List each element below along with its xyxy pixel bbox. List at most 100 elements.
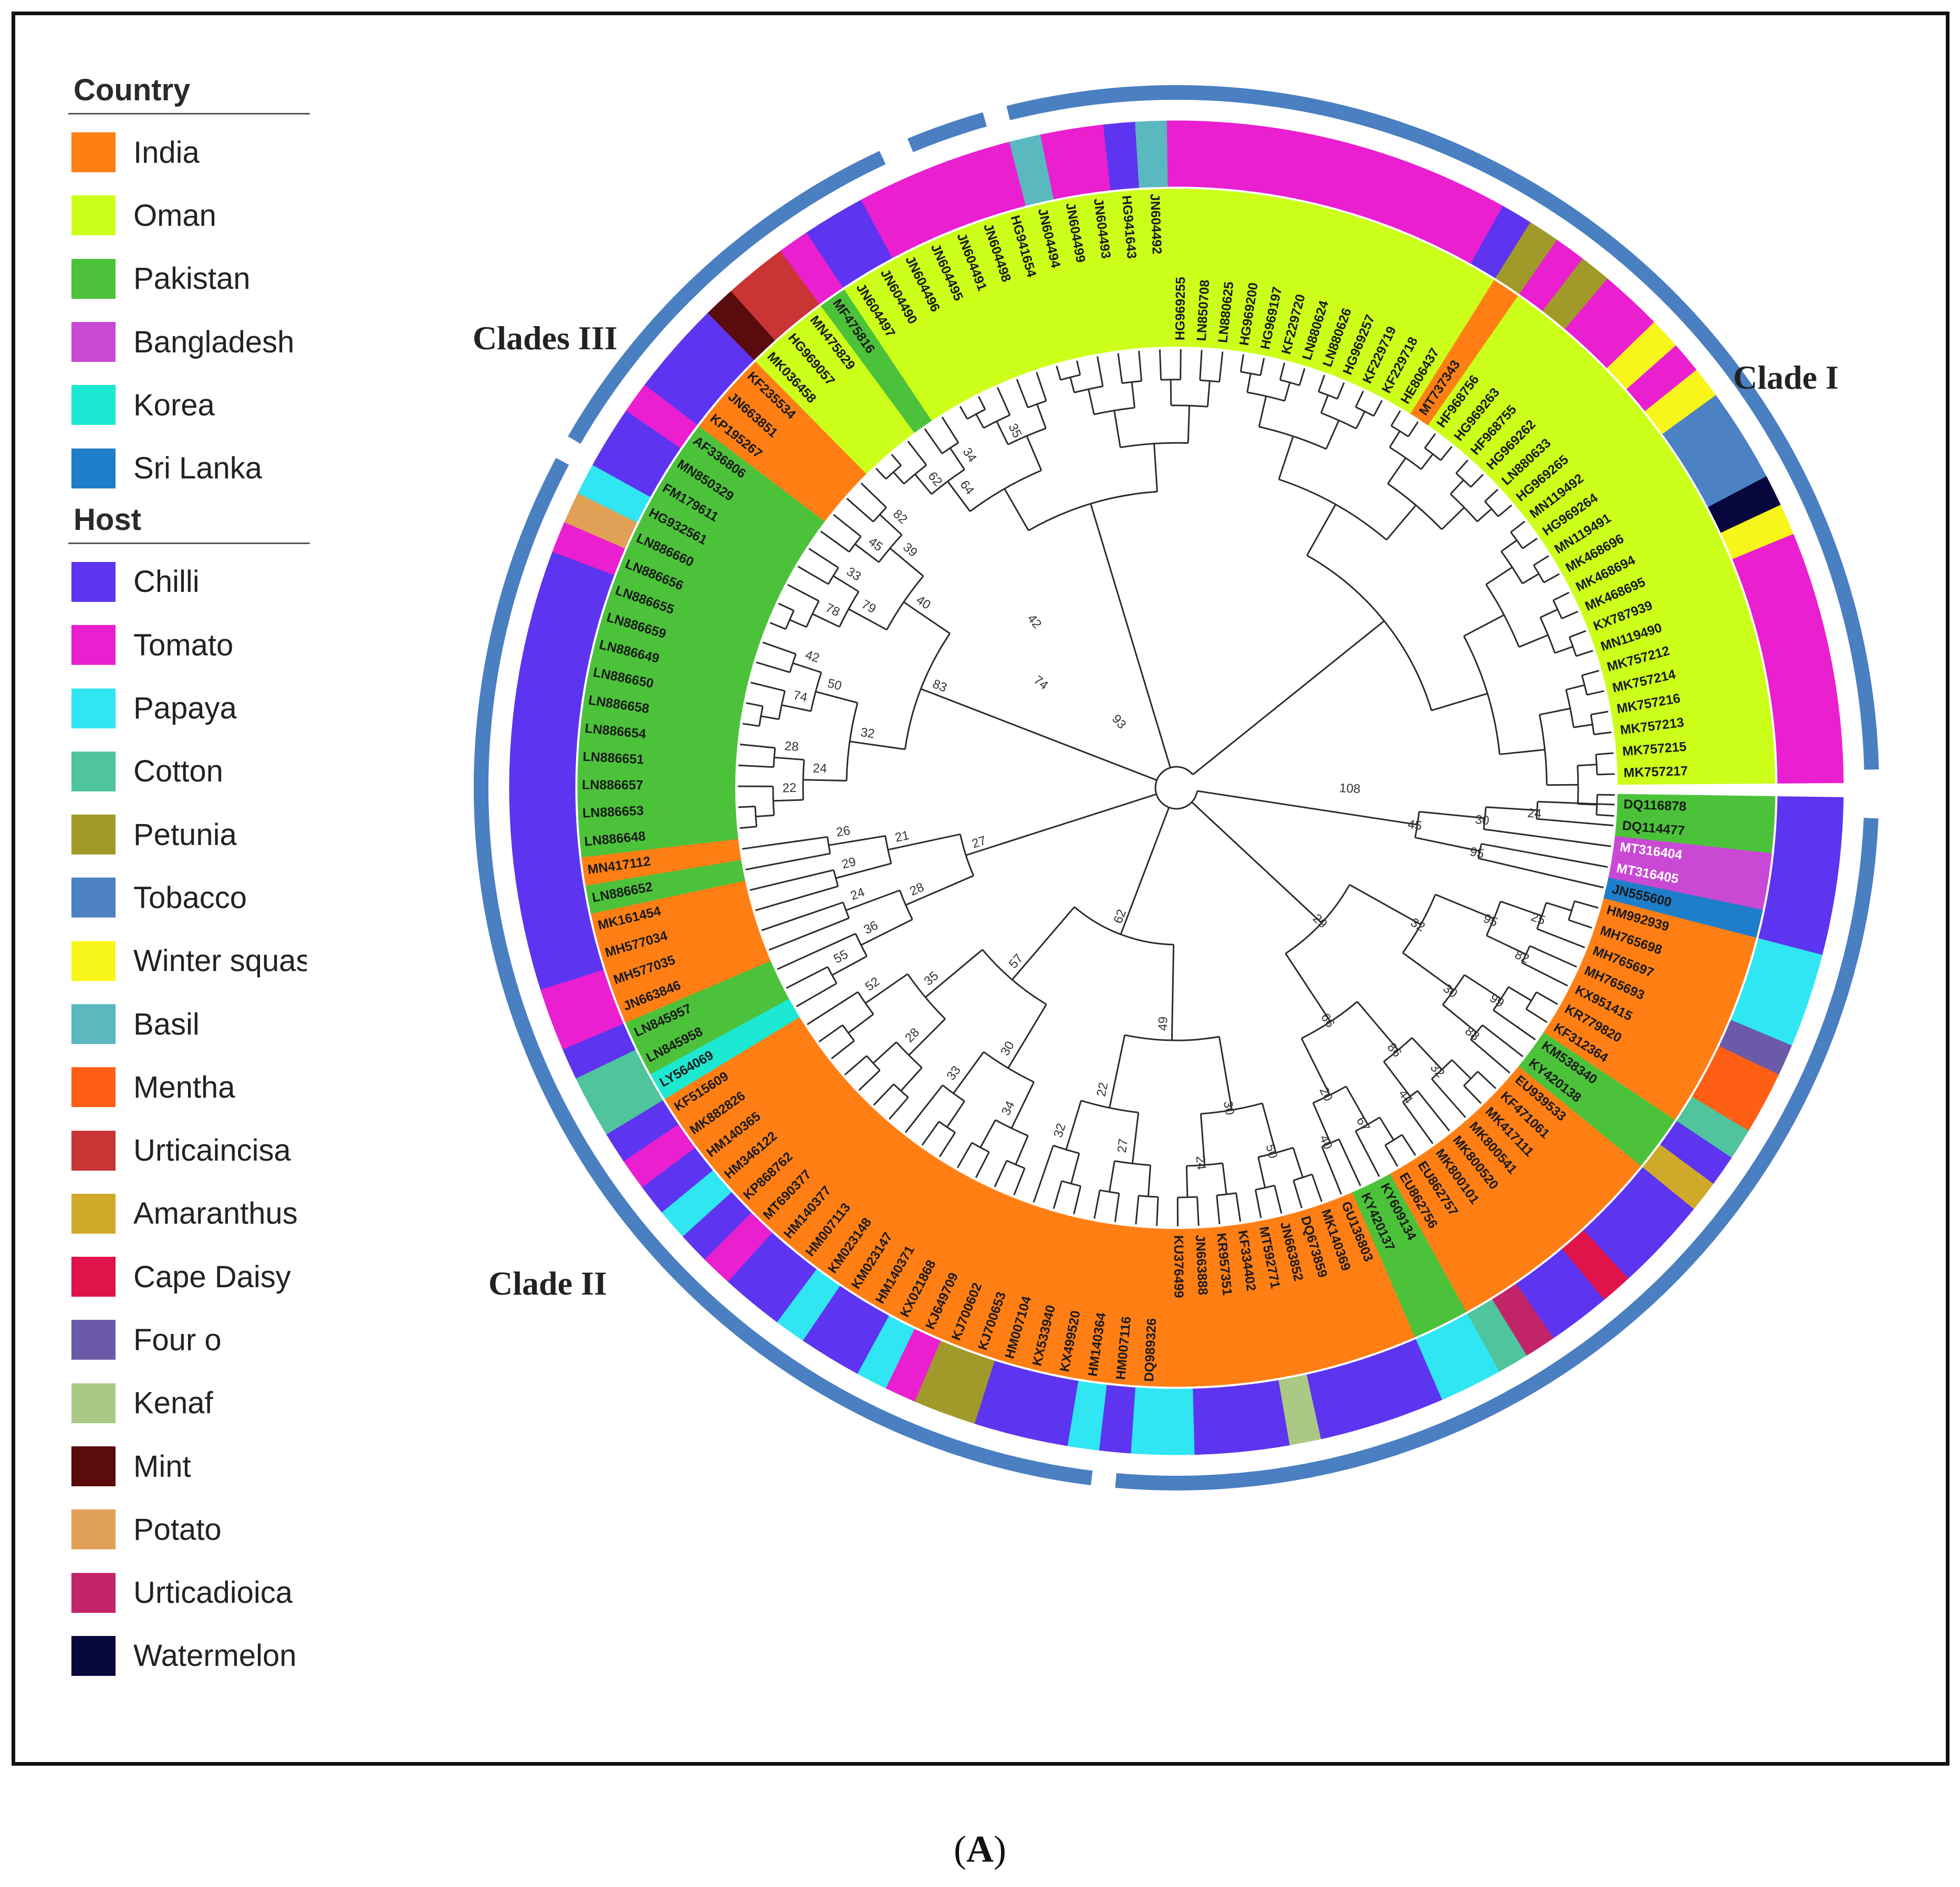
branch xyxy=(1463,614,1505,637)
branch xyxy=(1476,508,1493,523)
branch xyxy=(996,421,1009,445)
branch xyxy=(797,566,829,585)
branch xyxy=(1253,859,1322,924)
legend-label: Cape Daisy xyxy=(133,1259,291,1294)
branch xyxy=(1455,473,1472,488)
branch xyxy=(1537,928,1586,948)
branch xyxy=(1120,831,1161,935)
legend-label: India xyxy=(133,135,200,170)
branch xyxy=(879,514,903,536)
bootstrap-value: 32 xyxy=(860,725,875,741)
branch xyxy=(1306,504,1337,556)
branch xyxy=(994,1160,1008,1187)
branch xyxy=(1070,1153,1080,1184)
branch xyxy=(1285,953,1331,1023)
branch xyxy=(1483,828,1611,848)
legend-item-host: Basil xyxy=(58,993,315,1056)
branch xyxy=(756,661,790,673)
branch xyxy=(1424,447,1442,461)
branch xyxy=(849,741,905,750)
branch xyxy=(1576,650,1593,657)
branch xyxy=(903,601,951,634)
tip-label: JN663888 xyxy=(1193,1234,1211,1296)
branch xyxy=(1526,1008,1548,1023)
branch xyxy=(949,447,965,470)
branch xyxy=(1280,379,1300,387)
legend-item-host: Chilli xyxy=(58,550,315,613)
legend-swatch xyxy=(71,1509,116,1550)
branch xyxy=(1196,1196,1200,1226)
host-segment xyxy=(1166,120,1200,187)
branch xyxy=(1373,400,1383,416)
branch xyxy=(1552,591,1570,601)
legend-swatch xyxy=(71,258,116,299)
branch xyxy=(1135,1195,1140,1225)
branch xyxy=(1450,479,1464,495)
bootstrap-value: 108 xyxy=(1339,781,1361,796)
branch xyxy=(1415,837,1481,852)
host-segment xyxy=(509,769,576,802)
branch xyxy=(1336,382,1345,400)
branch xyxy=(1569,630,1587,638)
branch xyxy=(967,409,986,420)
clade-label: Clades III xyxy=(473,319,618,357)
branch xyxy=(1240,371,1261,377)
branch xyxy=(904,1085,944,1133)
branch xyxy=(873,1083,894,1106)
branch xyxy=(1431,693,1488,712)
branch xyxy=(938,1121,956,1133)
branch xyxy=(844,1055,868,1076)
tip-label: JN604492 xyxy=(1148,193,1164,254)
branch xyxy=(1470,1039,1510,1073)
legend-label: Kenaf xyxy=(133,1386,213,1421)
branch xyxy=(1596,752,1614,756)
legend-label: Potato xyxy=(133,1512,222,1547)
branch xyxy=(1574,900,1599,909)
branch xyxy=(1318,374,1326,392)
branch xyxy=(1016,379,1029,408)
branch xyxy=(1420,453,1434,470)
branch xyxy=(1171,944,1175,1040)
branch xyxy=(1076,360,1081,376)
branch xyxy=(1258,396,1267,427)
legend-label: Basil xyxy=(133,1007,200,1041)
branch xyxy=(1015,1135,1029,1165)
branch xyxy=(854,543,880,563)
branch xyxy=(1424,433,1436,449)
branch xyxy=(1254,1190,1262,1218)
legend-divider xyxy=(68,542,310,544)
branch xyxy=(755,814,774,818)
legend-swatch xyxy=(71,195,116,236)
branch xyxy=(921,1121,940,1146)
branch xyxy=(889,547,924,577)
branch xyxy=(1536,991,1558,1005)
legend-label: Chilli xyxy=(133,565,200,599)
branch xyxy=(1046,793,1157,830)
branch xyxy=(1061,1180,1081,1187)
branch xyxy=(1239,354,1245,372)
branch xyxy=(875,467,887,479)
branch xyxy=(786,966,828,989)
branch xyxy=(773,747,776,767)
branch xyxy=(1007,1004,1047,1069)
tip-label: DQ116878 xyxy=(1623,797,1687,814)
branch xyxy=(1543,573,1560,583)
branch xyxy=(793,662,822,673)
legend-label: Cotton xyxy=(133,754,223,789)
branch xyxy=(1537,800,1615,806)
branch xyxy=(979,1119,996,1148)
host-segment xyxy=(1776,750,1844,784)
legend-item-country: India xyxy=(58,121,315,184)
branch xyxy=(1486,806,1537,811)
legend-item-host: Kenaf xyxy=(58,1372,315,1435)
legend-swatch xyxy=(71,1383,116,1423)
branch xyxy=(832,575,859,592)
branch xyxy=(980,711,1158,781)
legend-label: Bangladesh xyxy=(133,325,295,359)
legend-swatch xyxy=(71,751,116,791)
branch xyxy=(1201,1102,1263,1115)
branch xyxy=(1259,358,1265,376)
branch xyxy=(1052,1181,1063,1210)
branch xyxy=(975,1151,990,1179)
branch xyxy=(1278,436,1294,480)
